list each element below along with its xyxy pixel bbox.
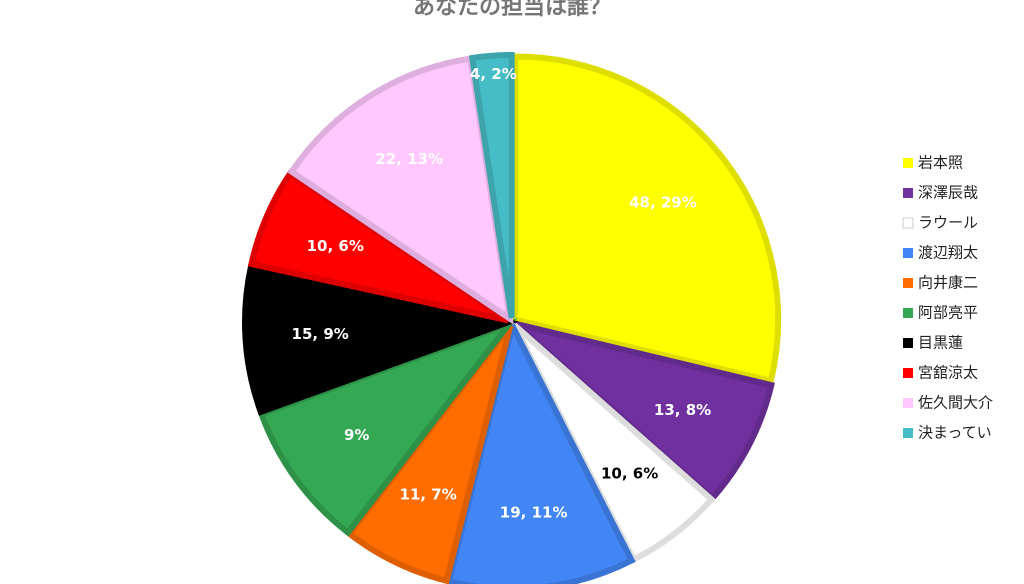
legend-text: 決まってい [918, 424, 992, 442]
slice-label: 11, 7% [399, 485, 456, 503]
legend-text: 宮舘涼太 [918, 364, 978, 382]
pie-slice [513, 320, 775, 503]
legend-text: 佐久間大介 [918, 394, 993, 412]
legend-swatch [903, 278, 913, 288]
legend-swatch [903, 338, 913, 348]
slice-label: 48, 29% [629, 193, 697, 211]
chart-title: あなたの担当は誰？ [413, 0, 611, 20]
pie-slice [287, 55, 514, 325]
legend-text: 渡辺翔太 [918, 244, 978, 262]
legend-swatch [902, 217, 914, 229]
legend-text: 目黒蓮 [918, 334, 963, 352]
slice-label: 19, 11% [500, 504, 568, 522]
slice-label: 22, 13% [375, 150, 443, 168]
slice-label: 15, 9% [292, 325, 349, 343]
pie-slice [242, 262, 519, 416]
slice-label: 4, 2% [470, 65, 517, 83]
legend-swatch [903, 428, 913, 438]
legend-swatch [903, 188, 913, 198]
slice-label: 13, 8% [654, 401, 711, 419]
legend-swatch [903, 158, 913, 168]
legend-swatch [903, 248, 913, 258]
pie-slice [512, 53, 782, 385]
legend-swatch [903, 368, 913, 378]
pie-slice [445, 317, 636, 584]
pie-slice [345, 323, 514, 584]
slice-label: 10, 6% [601, 465, 658, 483]
pie-slice [257, 318, 518, 537]
legend-text: ラウール [918, 214, 978, 232]
slice-label: 10, 6% [307, 237, 364, 255]
legend-text: 岩本照 [918, 154, 963, 172]
legend-text: 向井康二 [918, 274, 978, 292]
legend-swatch [903, 398, 913, 408]
legend-swatch [903, 308, 913, 318]
legend-text: 深澤辰哉 [918, 184, 978, 202]
slice-label: 9% [344, 426, 369, 444]
legend-text: 阿部亮平 [918, 304, 978, 322]
pie-slice [468, 52, 515, 319]
